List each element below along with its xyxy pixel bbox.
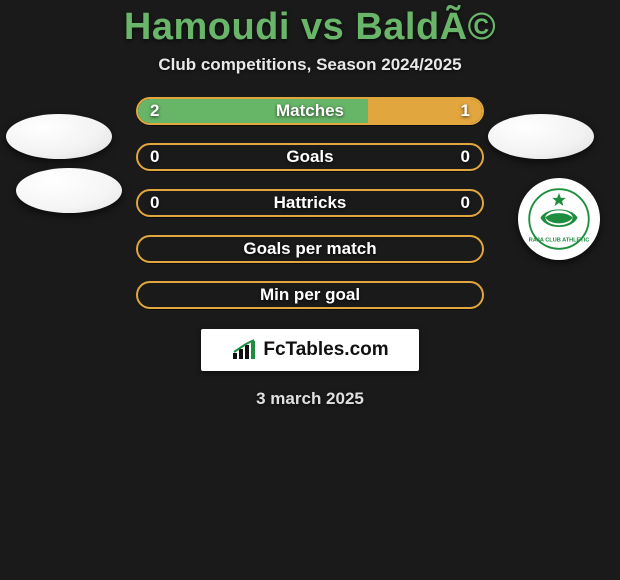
stat-left-value: 2 xyxy=(138,99,171,123)
stat-left-value: 0 xyxy=(138,145,171,169)
stat-label: Min per goal xyxy=(260,285,360,305)
stat-right-value: 1 xyxy=(449,99,482,123)
stat-label: Hattricks xyxy=(274,193,347,213)
player-right-club-badge: RAJA CLUB ATHLETIC xyxy=(518,178,600,260)
stat-label: Goals per match xyxy=(243,239,376,259)
subtitle: Club competitions, Season 2024/2025 xyxy=(0,55,620,75)
stat-row: 0 Hattricks 0 xyxy=(136,189,484,217)
svg-text:RAJA CLUB ATHLETIC: RAJA CLUB ATHLETIC xyxy=(529,237,590,243)
player-left-avatar xyxy=(6,114,112,159)
player-left-club-placeholder xyxy=(16,168,122,213)
stat-row: 2 Matches 1 xyxy=(136,97,484,125)
brand-text: FcTables.com xyxy=(263,339,388,361)
stat-right-value xyxy=(458,237,482,261)
stat-left-value xyxy=(138,237,162,261)
stat-label: Matches xyxy=(276,101,344,121)
stat-row: Min per goal xyxy=(136,281,484,309)
page-title: Hamoudi vs BaldÃ© xyxy=(0,0,620,49)
stat-right-value xyxy=(458,283,482,307)
stat-label: Goals xyxy=(286,147,333,167)
stat-row: Goals per match xyxy=(136,235,484,263)
stat-left-value xyxy=(138,283,162,307)
stat-right-value: 0 xyxy=(449,191,482,215)
stat-left-value: 0 xyxy=(138,191,171,215)
brand-box: FcTables.com xyxy=(201,329,419,371)
raja-badge-icon: RAJA CLUB ATHLETIC xyxy=(528,188,590,250)
player-right-avatar xyxy=(488,114,594,159)
date-text: 3 march 2025 xyxy=(0,389,620,409)
stat-row: 0 Goals 0 xyxy=(136,143,484,171)
brand-chart-icon xyxy=(231,339,257,361)
stat-right-value: 0 xyxy=(449,145,482,169)
